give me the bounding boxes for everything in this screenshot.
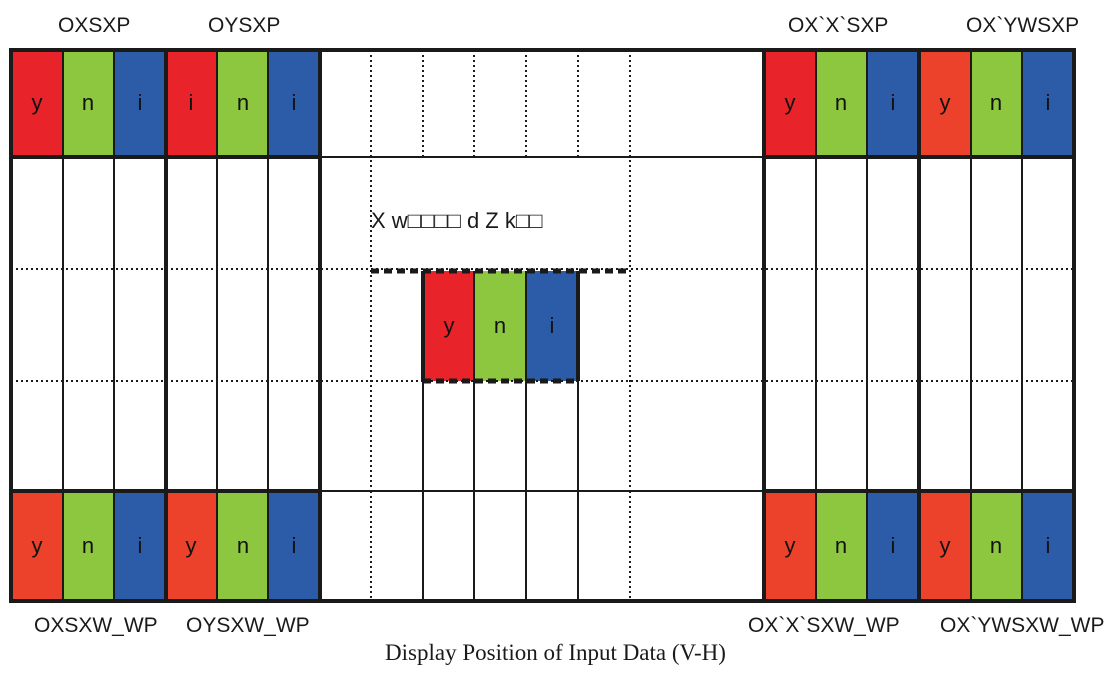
letter-i: i: [891, 533, 896, 558]
letter-n: n: [835, 533, 847, 558]
letter-y: y: [940, 90, 951, 115]
letter-i: i: [891, 90, 896, 115]
letter-y: y: [940, 533, 951, 558]
letter-i: i: [1046, 90, 1051, 115]
letter-i: i: [292, 533, 297, 558]
letter-n: n: [494, 313, 506, 338]
letter-n: n: [237, 90, 249, 115]
letter-i: i: [138, 533, 143, 558]
letter-n: n: [835, 90, 847, 115]
letter-n: n: [82, 533, 94, 558]
letter-y: y: [785, 90, 796, 115]
letter-n: n: [237, 533, 249, 558]
letter-n: n: [82, 90, 94, 115]
letter-n: n: [990, 90, 1002, 115]
letter-y: y: [32, 533, 43, 558]
letter-y: y: [186, 533, 197, 558]
letter-i: i: [189, 90, 194, 115]
letter-y: y: [32, 90, 43, 115]
letter-y: y: [785, 533, 796, 558]
letter-i: i: [138, 90, 143, 115]
letter-i: i: [550, 313, 555, 338]
letter-i: i: [292, 90, 297, 115]
letter-n: n: [990, 533, 1002, 558]
letter-i: i: [1046, 533, 1051, 558]
letter-y: y: [444, 313, 455, 338]
